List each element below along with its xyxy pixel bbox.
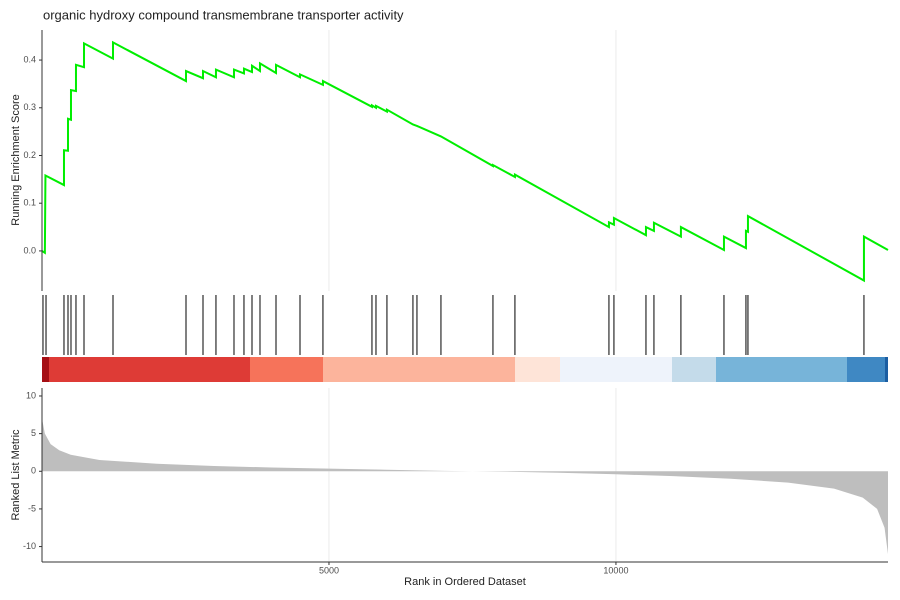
- panel: [42, 295, 865, 355]
- x-tick-label: 10000: [603, 565, 628, 575]
- y-axis-label: Running Enrichment Score: [10, 94, 22, 225]
- y-tick-label: 0.0: [23, 245, 36, 255]
- y-tick-label: 0.3: [23, 102, 36, 112]
- rank-color-band: [42, 357, 888, 382]
- band-segment: [716, 357, 847, 382]
- x-tick-label: 5000: [319, 565, 339, 575]
- band-segment: [672, 357, 716, 382]
- band-segment: [885, 357, 888, 382]
- band-segment: [250, 357, 323, 382]
- band-segment: [515, 357, 560, 382]
- y-tick-label: 0.1: [23, 198, 36, 208]
- band-segment: [42, 357, 49, 382]
- y-tick-label: -5: [28, 503, 36, 513]
- running-es-line: [41, 40, 889, 283]
- panel: -10 -5 0 5 10 5000 10000: [23, 388, 888, 575]
- band-segment: [49, 357, 250, 382]
- y-tick-label: 5: [31, 428, 36, 438]
- metric-area: [42, 418, 888, 555]
- chart-title: organic hydroxy compound transmembrane t…: [43, 7, 404, 22]
- y-axis-label: Ranked List Metric: [10, 429, 22, 521]
- band-segment: [847, 357, 885, 382]
- band-segment: [323, 357, 515, 382]
- y-tick-label: 0.2: [23, 150, 36, 160]
- x-axis-label: Rank in Ordered Dataset: [404, 576, 526, 588]
- y-tick-label: 0: [31, 466, 36, 476]
- y-tick-label: 10: [26, 390, 36, 400]
- y-tick-label: 0.4: [23, 54, 36, 64]
- y-tick-label: -10: [23, 541, 36, 551]
- panel: 0.0 0.1 0.2 0.3 0.4: [23, 30, 889, 291]
- band-segment: [560, 357, 672, 382]
